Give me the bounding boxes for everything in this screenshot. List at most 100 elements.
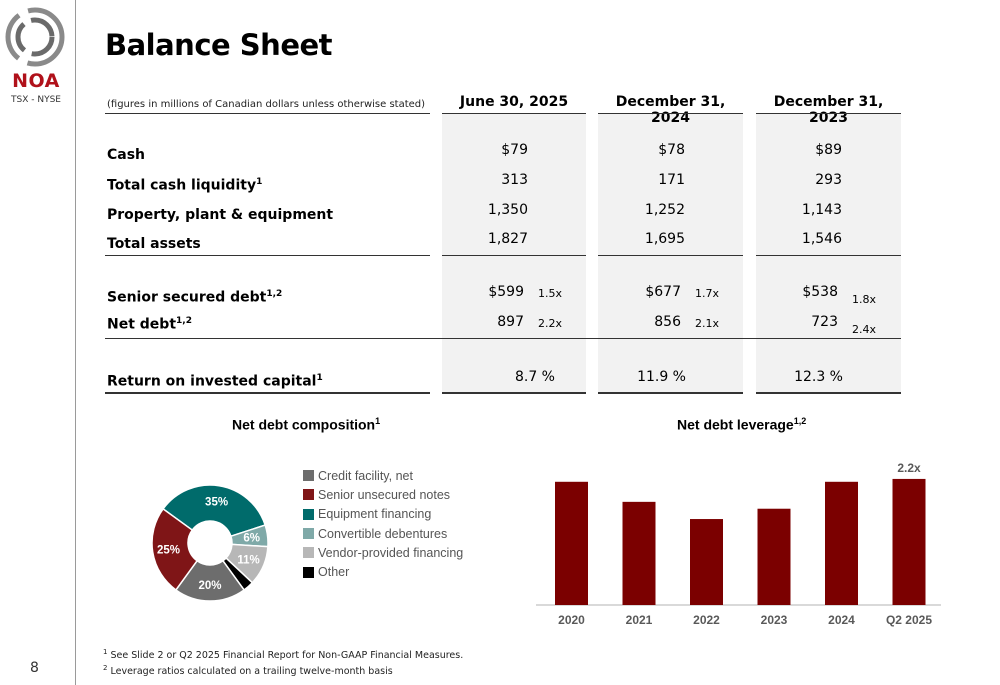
pie-slice xyxy=(162,484,267,538)
note-underline xyxy=(105,113,430,114)
header-rule-3 xyxy=(756,113,901,114)
row-label-net-debt: Net debt1,2 xyxy=(107,316,192,333)
footnote-2: 2 Leverage ratios calculated on a traili… xyxy=(103,664,393,678)
header-rule-1 xyxy=(442,113,586,114)
cell-cash-col1: $79 xyxy=(501,142,528,158)
row-label-total-assets: Total assets xyxy=(107,236,201,252)
cell-netdebt-col2: 856 xyxy=(654,314,681,330)
cell-assets-col3: 1,546 xyxy=(801,231,842,247)
leverage-bar-chart: 2020 2021 2022 2023 2024 Q2 2025 2.2x xyxy=(536,461,941,627)
column-header-1: June 30, 2025 xyxy=(459,94,569,110)
rule-assets-col3 xyxy=(756,255,901,256)
x-tick-label: 2021 xyxy=(626,613,653,627)
footnotes: 1 See Slide 2 or Q2 2025 Financial Repor… xyxy=(103,646,463,678)
leverage-bar xyxy=(757,508,791,605)
cell-assets-col1: 1,827 xyxy=(487,231,528,247)
column-header-2: December 31, 2024 xyxy=(615,94,726,126)
sidebar-divider xyxy=(75,0,76,685)
footnote-1: 1 See Slide 2 or Q2 2025 Financial Repor… xyxy=(103,648,464,662)
column-shade-2 xyxy=(598,113,743,393)
composition-title: Net debt composition1 xyxy=(232,416,381,433)
legend-swatch xyxy=(303,528,314,540)
column-header-3: December 31, 2023 xyxy=(773,94,884,126)
pie-slice xyxy=(151,507,199,591)
cell-ssd-col2: $677 xyxy=(645,284,681,300)
ratio-netdebt-col3: 2.4x xyxy=(852,323,877,336)
leverage-bar xyxy=(690,519,723,605)
rule-roic-col1 xyxy=(442,392,586,394)
column-shade-3 xyxy=(756,113,901,393)
row-label-senior-secured-debt: Senior secured debt1,2 xyxy=(107,289,283,306)
cell-ssd-col1: $599 xyxy=(488,284,524,300)
cell-cash-col2: $78 xyxy=(658,142,685,158)
cell-cash-col3: $89 xyxy=(815,142,842,158)
rule-roic-label xyxy=(105,392,430,394)
composition-pie-chart: 35% 6% 11% 20% 25% xyxy=(151,484,269,602)
brand-exchanges: TSX - NYSE xyxy=(11,95,61,105)
brand-name: NOA xyxy=(12,70,60,92)
cell-netdebt-col3: 723 xyxy=(811,314,838,330)
cell-roic-col1: 8.7 % xyxy=(514,369,555,385)
cell-ppe-col3: 1,143 xyxy=(801,202,842,218)
cell-assets-col2: 1,695 xyxy=(644,231,685,247)
rule-assets-col1 xyxy=(442,255,586,256)
x-tick-label: Q2 2025 xyxy=(886,613,932,627)
cell-liquidity-col1: 313 xyxy=(501,172,528,188)
legend-item-other: Other xyxy=(303,562,463,581)
x-tick-label: 2023 xyxy=(761,613,788,627)
leverage-bar xyxy=(622,501,656,605)
legend-swatch xyxy=(303,547,314,559)
pie-slice-label: 35% xyxy=(205,497,228,509)
leverage-bar xyxy=(555,481,588,605)
ratio-ssd-col3: 1.8x xyxy=(852,293,877,306)
bar-data-label: 2.2x xyxy=(897,461,921,475)
cell-ppe-col1: 1,350 xyxy=(487,202,528,218)
row-label-ppe: Property, plant & equipment xyxy=(107,207,334,223)
ratio-ssd-col2: 1.7x xyxy=(695,287,720,300)
ratio-netdebt-col1: 2.2x xyxy=(538,317,563,330)
row-label-total-cash-liquidity: Total cash liquidity1 xyxy=(107,177,263,194)
noa-logo-icon xyxy=(5,7,65,67)
leverage-bar xyxy=(892,478,926,605)
legend-swatch xyxy=(303,508,314,520)
pie-slice-label: 11% xyxy=(237,555,259,567)
legend-item-credit-facility: Credit facility, net xyxy=(303,466,463,485)
cell-ppe-col2: 1,252 xyxy=(644,202,685,218)
row-label-roic: Return on invested capital1 xyxy=(107,373,323,390)
x-tick-label: 2022 xyxy=(693,613,720,627)
pie-slice-label: 6% xyxy=(243,533,260,545)
legend-swatch xyxy=(303,566,314,578)
rule-roic-col3 xyxy=(756,392,901,394)
x-tick-label: 2020 xyxy=(558,613,585,627)
x-tick-label: 2024 xyxy=(828,613,855,627)
cell-roic-col2: 11.9 % xyxy=(637,369,686,385)
composition-legend: Credit facility, net Senior unsecured no… xyxy=(303,466,463,582)
ratio-netdebt-col2: 2.1x xyxy=(695,317,720,330)
leverage-bar xyxy=(825,481,858,605)
rule-assets-col2 xyxy=(598,255,743,256)
column-shade-1 xyxy=(442,113,586,393)
legend-item-equipment-financing: Equipment financing xyxy=(303,505,463,524)
legend-swatch xyxy=(303,489,314,501)
rule-assets-label xyxy=(105,255,430,256)
cell-roic-col3: 12.3 % xyxy=(794,369,843,385)
legend-swatch xyxy=(303,470,314,482)
table-note: (figures in millions of Canadian dollars… xyxy=(107,99,426,110)
rule-debt xyxy=(105,338,901,339)
pie-slice-label: 20% xyxy=(198,580,221,592)
legend-item-vendor-financing: Vendor-provided financing xyxy=(303,543,463,562)
page-title: Balance Sheet xyxy=(105,28,333,62)
row-label-cash: Cash xyxy=(107,147,146,163)
legend-item-senior-unsecured-notes: Senior unsecured notes xyxy=(303,485,463,504)
cell-liquidity-col2: 171 xyxy=(658,172,685,188)
cell-liquidity-col3: 293 xyxy=(815,172,842,188)
header-rule-2 xyxy=(598,113,743,114)
leverage-title: Net debt leverage1,2 xyxy=(677,416,807,433)
pie-slice-label: 25% xyxy=(157,545,180,557)
legend-item-convertible-debentures: Convertible debentures xyxy=(303,524,463,543)
cell-ssd-col3: $538 xyxy=(802,284,838,300)
cell-netdebt-col1: 897 xyxy=(497,314,524,330)
page-number: 8 xyxy=(30,660,39,676)
ratio-ssd-col1: 1.5x xyxy=(538,287,563,300)
rule-roic-col2 xyxy=(598,392,743,394)
